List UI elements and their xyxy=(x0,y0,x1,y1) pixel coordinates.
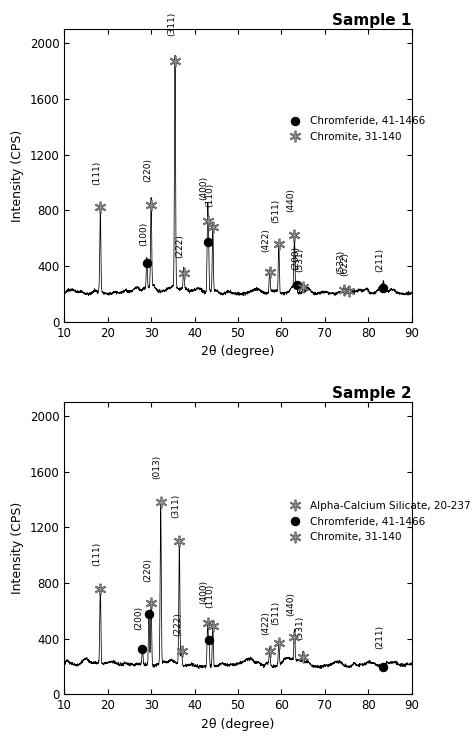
X-axis label: 2θ (degree): 2θ (degree) xyxy=(201,345,274,358)
Text: (111): (111) xyxy=(92,542,101,566)
Text: (400): (400) xyxy=(200,580,209,604)
Text: (200): (200) xyxy=(291,246,300,270)
Text: (422): (422) xyxy=(262,228,271,252)
Text: (211): (211) xyxy=(375,625,384,649)
Legend: Alpha-Calcium Silicate, 20-237, Chromferide, 41-1466, Chromite, 31-140: Alpha-Calcium Silicate, 20-237, Chromfer… xyxy=(285,501,471,542)
Text: (531): (531) xyxy=(295,247,304,272)
Text: Sample 2: Sample 2 xyxy=(332,386,411,401)
Text: (422): (422) xyxy=(262,611,271,634)
Text: (511): (511) xyxy=(271,199,280,223)
Text: (440): (440) xyxy=(286,592,295,617)
Text: (531): (531) xyxy=(295,616,304,640)
Text: (110): (110) xyxy=(205,584,214,608)
Text: (222): (222) xyxy=(173,612,182,636)
Text: (200): (200) xyxy=(135,606,144,631)
Text: (222): (222) xyxy=(176,234,185,257)
Text: (311): (311) xyxy=(167,12,176,36)
Y-axis label: Intensity (CPS): Intensity (CPS) xyxy=(11,502,24,594)
Text: (511): (511) xyxy=(271,600,280,625)
Text: (311): (311) xyxy=(172,493,181,518)
Text: (211): (211) xyxy=(375,247,384,272)
Text: (111): (111) xyxy=(92,161,101,186)
Y-axis label: Intensity (CPS): Intensity (CPS) xyxy=(11,129,24,222)
Text: (220): (220) xyxy=(143,558,152,582)
Text: (622): (622) xyxy=(341,252,350,276)
Text: (440): (440) xyxy=(286,188,295,211)
Text: (533): (533) xyxy=(337,250,346,275)
Text: (013): (013) xyxy=(153,454,162,479)
Text: (100): (100) xyxy=(139,222,148,246)
Text: (400): (400) xyxy=(200,177,209,200)
Text: (110): (110) xyxy=(205,183,214,208)
X-axis label: 2θ (degree): 2θ (degree) xyxy=(201,718,274,731)
Legend: Chromferide, 41-1466, Chromite, 31-140: Chromferide, 41-1466, Chromite, 31-140 xyxy=(285,116,425,142)
Text: Sample 1: Sample 1 xyxy=(332,13,411,28)
Text: (220): (220) xyxy=(143,158,152,183)
